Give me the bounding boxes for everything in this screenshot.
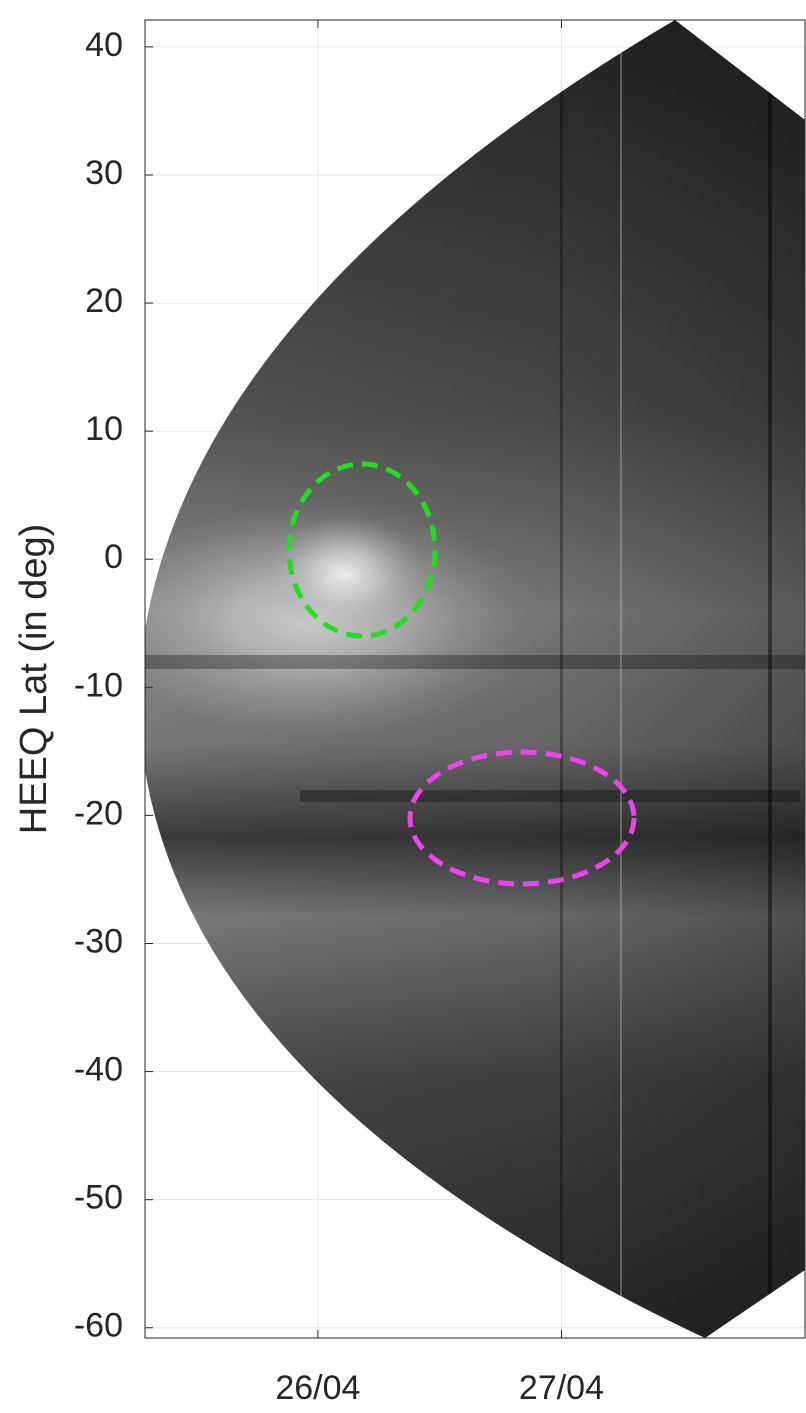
y-tick-label: -60 [74, 1307, 123, 1345]
y-tick-label: -10 [74, 666, 123, 704]
x-tick-label: 26/04 [275, 1369, 360, 1407]
y-tick-label: 0 [104, 538, 123, 576]
annotation-ellipse [407, 749, 637, 887]
plot-frame [144, 19, 806, 1339]
y-tick-label: 10 [85, 410, 123, 448]
image [145, 20, 805, 1338]
y-tick-label: -50 [74, 1179, 123, 1217]
annotation-ellipse [286, 461, 438, 639]
y-tick-label: -20 [74, 794, 123, 832]
y-tick-label: 20 [85, 282, 123, 320]
x-tick-label: 27/04 [519, 1369, 604, 1407]
y-tick-label: -40 [74, 1051, 123, 1089]
y-tick-label: 30 [85, 154, 123, 192]
y-axis-label: HEEQ Lat (in deg) [13, 524, 55, 834]
y-tick-label: 40 [85, 26, 123, 64]
y-tick-label: -30 [74, 922, 123, 960]
